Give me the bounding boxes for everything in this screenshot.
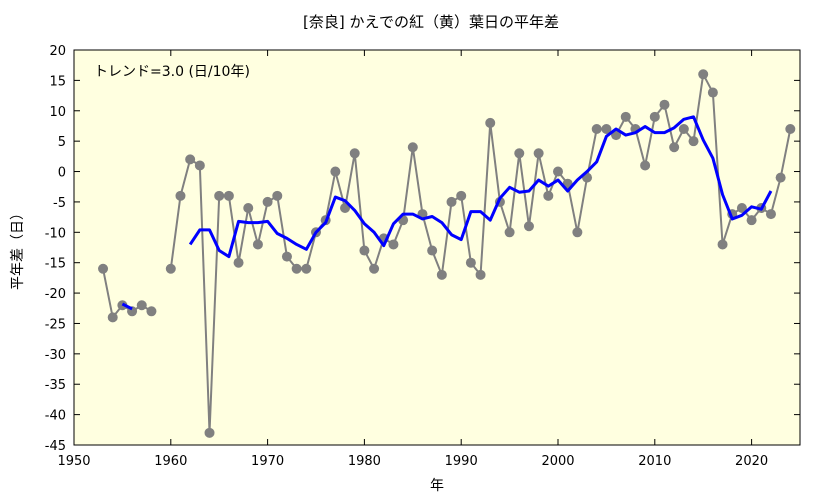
observed-point [543, 190, 554, 201]
observed-point [456, 190, 467, 201]
x-tick-label: 2000 [541, 454, 574, 469]
x-tick-label: 1960 [154, 454, 187, 469]
axis-ticks: 1950 1960 1970 1980 1990 2000 2010 2020-45-40-3… [45, 44, 800, 469]
observed-point [262, 196, 273, 207]
observed-point [281, 251, 292, 262]
observed-point [436, 269, 447, 280]
y-tick-label: 5 [58, 135, 66, 150]
observed-point [407, 142, 418, 153]
observed-point [659, 99, 670, 110]
observed-point [369, 263, 380, 274]
observed-point [388, 239, 399, 250]
observed-point [194, 160, 205, 171]
y-tick-label: -35 [45, 378, 66, 393]
y-tick-label: -10 [45, 226, 66, 241]
trend-annotation: トレンド=3.0 (日/10年) [94, 64, 250, 80]
observed-point [98, 263, 109, 274]
x-axis-label: 年 [430, 478, 444, 494]
observed-point [591, 124, 602, 134]
y-tick-label: -5 [53, 196, 66, 211]
series-layer [98, 69, 796, 438]
moving_average-line [121, 302, 133, 311]
observed-point [349, 148, 360, 159]
observed-point [601, 124, 612, 134]
observed-point [698, 69, 709, 80]
observed-point [136, 300, 147, 311]
y-tick-label: -20 [45, 287, 66, 302]
observed-point [620, 111, 631, 122]
observed-point [291, 263, 302, 274]
observed-point [465, 257, 476, 268]
plot-frame [73, 49, 801, 446]
observed-point [446, 196, 457, 207]
chart-title: [奈良] かえでの紅（黄）葉日の平年差 [303, 13, 559, 31]
y-tick-label: -15 [45, 257, 66, 272]
observed-point [514, 148, 525, 159]
x-tick-label: 1970 [251, 454, 284, 469]
observed-point [775, 172, 786, 183]
observed-point [146, 306, 157, 317]
observed-point [717, 239, 728, 250]
observed-point [233, 257, 244, 268]
observed-point [330, 166, 341, 177]
y-tick-label: 15 [49, 74, 66, 89]
observed-point [175, 190, 186, 201]
x-tick-label: 1990 [445, 454, 478, 469]
observed-point [214, 190, 225, 201]
observed-point [301, 263, 312, 274]
y-tick-label: -30 [45, 348, 66, 363]
observed-point [669, 142, 680, 153]
observed-point [533, 148, 544, 159]
observed-point [649, 111, 660, 122]
observed-point [688, 136, 699, 147]
observed-point [272, 190, 283, 201]
observed-point [223, 190, 234, 201]
observed-point [485, 117, 496, 128]
y-tick-label: -25 [45, 317, 66, 332]
observed-point [204, 427, 215, 438]
x-tick-label: 1950 [57, 454, 90, 469]
y-tick-label: 20 [49, 44, 66, 59]
y-tick-label: 10 [49, 105, 66, 120]
observed-point [572, 227, 583, 238]
observed-point [678, 124, 689, 134]
observed-point [736, 203, 747, 213]
moving_average-line [188, 115, 773, 259]
observed-point [165, 263, 176, 274]
observed-point [185, 154, 196, 165]
series-observed [98, 69, 796, 438]
observed-point [523, 221, 534, 232]
observed-point [252, 239, 263, 250]
observed-point [504, 227, 515, 238]
x-tick-label: 2010 [638, 454, 671, 469]
observed-point [746, 215, 757, 226]
observed-point [553, 166, 563, 177]
observed-point [107, 312, 118, 323]
observed-point [359, 245, 370, 256]
plot-area [73, 49, 801, 446]
observed-point [427, 245, 438, 256]
y-axis-label: 平年差（日） [10, 206, 26, 290]
observed-point [340, 203, 351, 213]
observed-point [785, 124, 796, 134]
y-tick-label: 0 [58, 166, 66, 181]
observed-point [243, 203, 254, 213]
observed-point [475, 269, 486, 280]
y-tick-label: -45 [45, 439, 66, 454]
x-tick-label: 2020 [735, 454, 768, 469]
series-moving_average [121, 115, 773, 311]
observed-point [707, 87, 718, 98]
observed-point [765, 209, 776, 220]
x-tick-label: 1980 [348, 454, 381, 469]
y-tick-label: -40 [45, 409, 66, 424]
observed-point [640, 160, 651, 171]
